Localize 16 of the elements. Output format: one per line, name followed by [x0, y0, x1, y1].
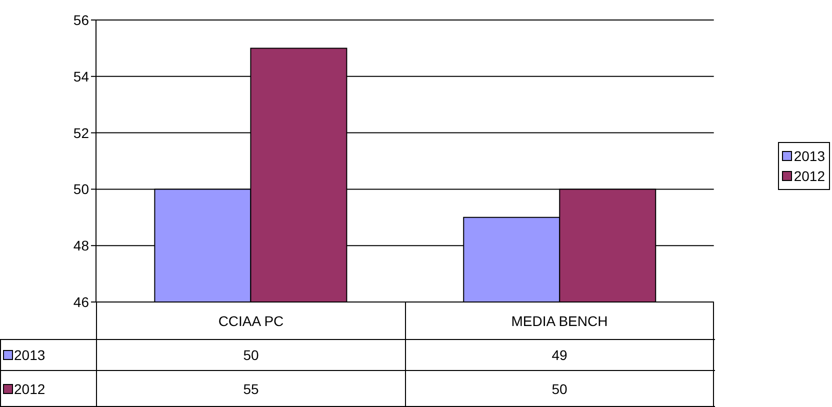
y-tick-label: 46	[73, 294, 90, 310]
data-label: 55	[96, 371, 405, 406]
data-label: 50	[405, 371, 714, 406]
y-tick-label: 48	[73, 238, 90, 254]
data-label: 49	[405, 340, 714, 370]
y-tick-label: 54	[73, 68, 90, 84]
x-tick-label: MEDIA BENCH	[405, 302, 714, 339]
legend-label: 2013	[14, 347, 46, 363]
y-tick-label: 50	[73, 181, 90, 198]
y-tick-label: 56	[73, 12, 90, 28]
text: 2013	[794, 148, 825, 164]
x-tick-label: CCIAA PC	[96, 302, 405, 339]
y-tick-label: 52	[73, 124, 90, 141]
data-label: 50	[96, 340, 405, 370]
legend-label: 2012	[794, 167, 825, 186]
text: 2012	[14, 380, 46, 396]
